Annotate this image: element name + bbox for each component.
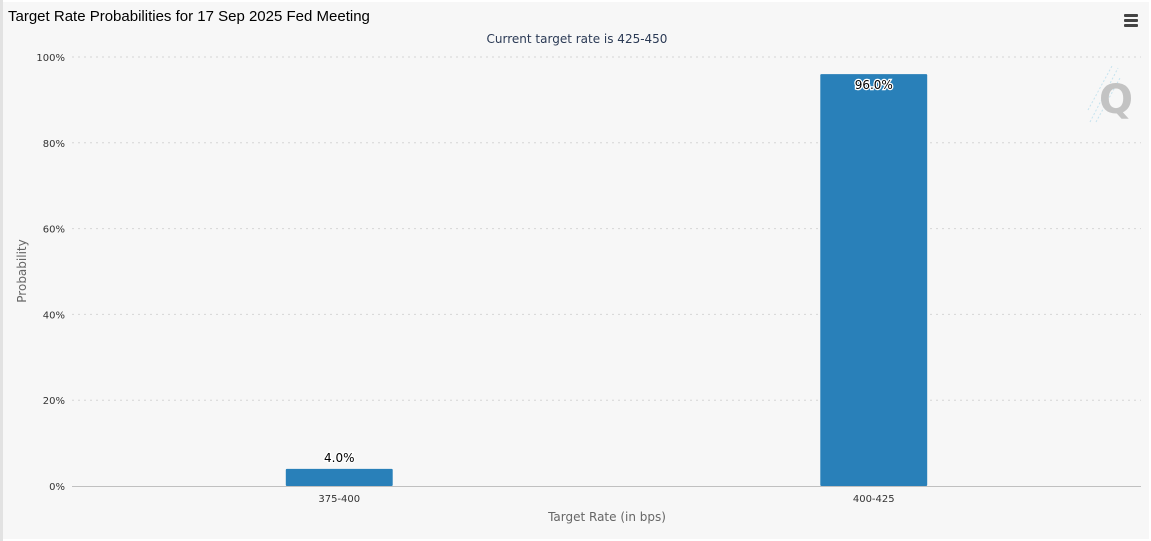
y-axis-title: Probability [15,239,29,302]
x-tick-label: 375-400 [318,494,360,505]
chart-title: Target Rate Probabilities for 17 Sep 202… [8,8,370,25]
data-label: 4.0% [324,451,355,465]
x-tick-label: 400-425 [853,494,895,505]
cme-q-logo-icon: Q [1087,65,1133,123]
y-tick-label: 80% [43,139,65,150]
left-shade [0,0,3,541]
y-tick-label: 100% [36,53,65,64]
axis-layer: 0% 20% 40% 60% 80% 100% 375-400 400-425 [36,53,1141,505]
x-axis-title: Target Rate (in bps) [547,510,666,524]
grid-layer [72,56,1141,401]
data-label: 96.0% [855,78,893,92]
bar-400-425[interactable] [820,74,928,486]
y-tick-label: 0% [49,482,65,493]
chart-subtitle: Current target rate is 425-450 [487,32,668,46]
bar-layer [285,74,928,486]
chart-panel [3,2,1149,539]
y-tick-label: 20% [43,396,65,407]
bar-375-400[interactable] [285,468,393,486]
hamburger-menu-icon[interactable] [1119,10,1143,30]
y-tick-label: 60% [43,225,65,236]
svg-text:Q: Q [1099,77,1133,123]
label-layer: 4.0% 96.0% [323,77,894,466]
y-tick-label: 40% [43,310,65,321]
